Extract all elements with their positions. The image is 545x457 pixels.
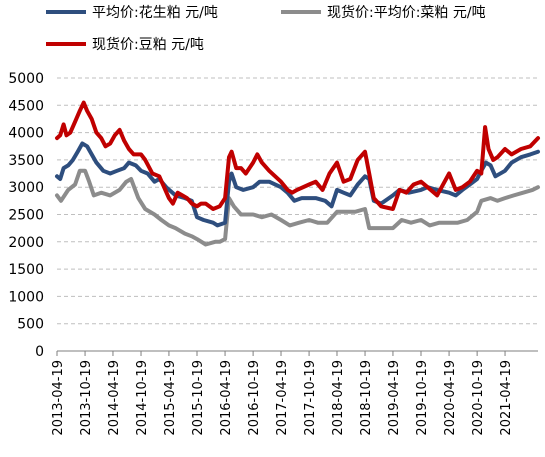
y-tick-label: 5000 <box>8 71 44 87</box>
x-tick-label: 2018-04-19 <box>331 360 346 436</box>
x-tick-label: 2014-10-19 <box>135 360 150 436</box>
x-tick-label: 2017-04-19 <box>275 360 290 436</box>
y-tick-label: 1500 <box>8 262 44 278</box>
x-tick-label: 2020-04-19 <box>443 360 458 436</box>
x-tick-label: 2021-04-19 <box>499 360 514 436</box>
y-tick-label: 4000 <box>8 126 44 142</box>
x-tick-label: 2016-10-19 <box>247 360 262 436</box>
x-tick-label: 2013-04-19 <box>51 360 66 436</box>
x-tick-label: 2014-04-19 <box>107 360 122 436</box>
y-tick-label: 0 <box>35 344 44 360</box>
y-tick-label: 500 <box>17 317 44 333</box>
series-line-2 <box>55 100 540 211</box>
x-tick-label: 2020-10-19 <box>471 360 486 436</box>
legend-label-1: 现货价:平均价:菜粕 元/吨 <box>327 4 486 21</box>
x-tick-label: 2017-10-19 <box>303 360 318 436</box>
legend-label-2: 现货价:豆粕 元/吨 <box>92 36 204 53</box>
x-tick-label: 2013-10-19 <box>79 360 94 436</box>
gridlines <box>57 77 538 325</box>
y-axis: 0 500 1000 1500 2000 2500 3000 3500 4000 4500 5000 <box>8 71 44 360</box>
series-lines <box>55 100 540 247</box>
x-tick-label: 2015-04-19 <box>163 360 178 436</box>
x-tick-label: 2019-10-19 <box>415 360 430 436</box>
series-line-0 <box>55 141 540 228</box>
y-tick-label: 2000 <box>8 235 44 251</box>
y-tick-label: 3000 <box>8 180 44 196</box>
x-tick-label: 2019-04-19 <box>387 360 402 436</box>
x-tick-label: 2015-10-19 <box>191 360 206 436</box>
x-tick-label: 2018-10-19 <box>359 360 374 436</box>
x-tick-label: 2016-04-19 <box>219 360 234 436</box>
y-tick-label: 2500 <box>8 208 44 224</box>
y-tick-label: 4500 <box>8 98 44 114</box>
x-axis: 2013-04-19 2013-10-19 2014-04-19 2014-10-19… <box>51 350 538 436</box>
legend-label-0: 平均价:花生粕 元/吨 <box>92 5 218 21</box>
y-tick-label: 3500 <box>8 153 44 169</box>
series-line-1 <box>55 168 540 247</box>
y-tick-label: 1000 <box>8 289 44 305</box>
